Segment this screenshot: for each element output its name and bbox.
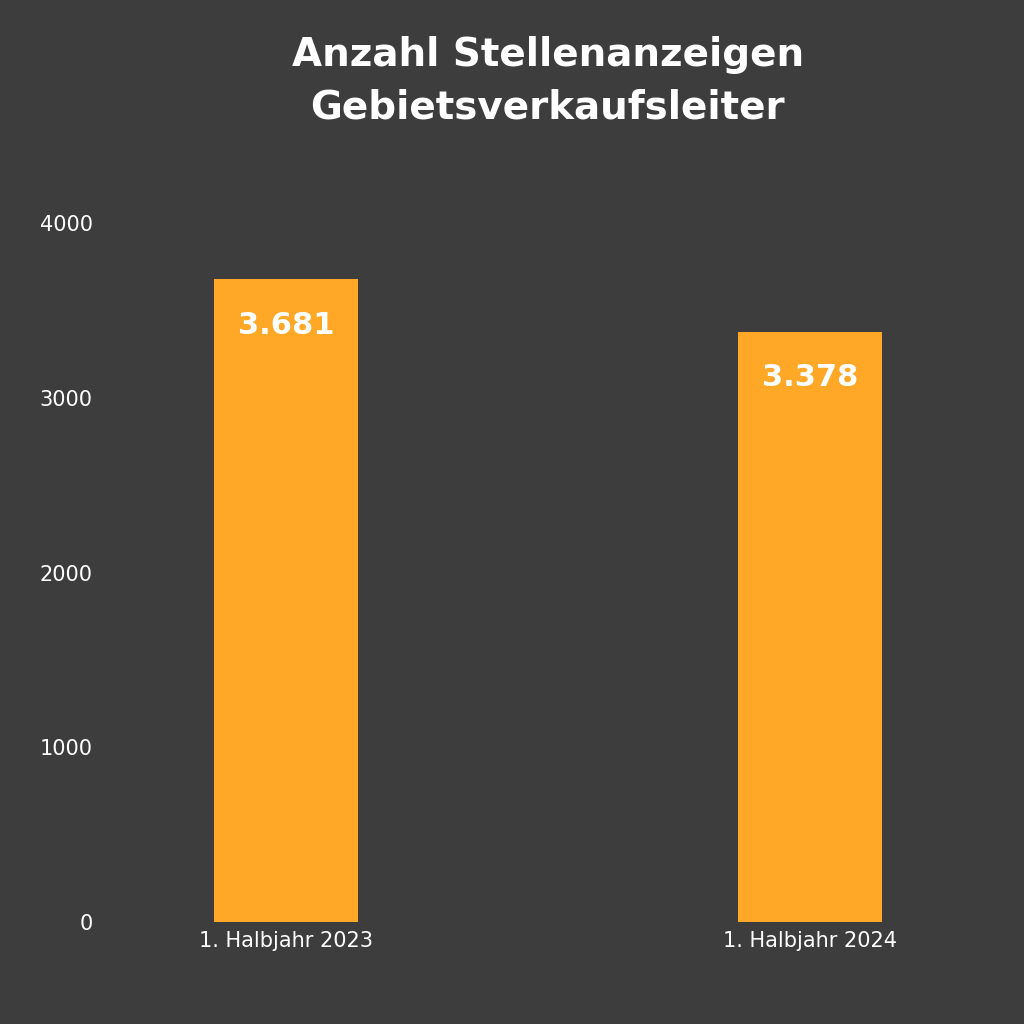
Text: 3.681: 3.681 [238, 310, 334, 340]
Text: 3.378: 3.378 [762, 364, 858, 392]
Bar [738, 332, 882, 922]
Title: Anzahl Stellenanzeigen
Gebietsverkaufsleiter: Anzahl Stellenanzeigen Gebietsverkaufsle… [292, 36, 804, 127]
Bar [214, 280, 357, 922]
